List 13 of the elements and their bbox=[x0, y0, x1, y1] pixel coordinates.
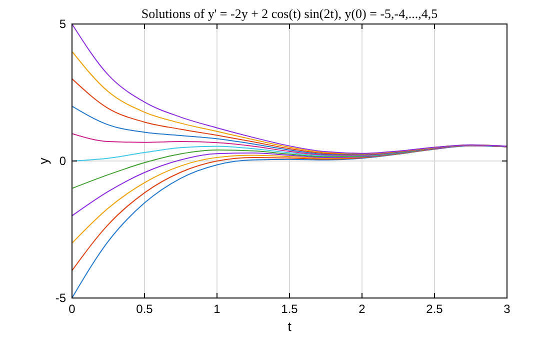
y-axis-title: y bbox=[36, 157, 51, 164]
x-tick-label: 0.5 bbox=[136, 302, 154, 316]
x-tick-label: 1 bbox=[214, 302, 221, 316]
x-tick-label: 3 bbox=[504, 302, 511, 316]
x-tick-label: 1.5 bbox=[281, 302, 298, 316]
x-tick-label: 2.5 bbox=[426, 302, 444, 316]
x-tick-label: 0 bbox=[68, 302, 76, 316]
x-tick-label: 2 bbox=[358, 302, 366, 316]
y-tick-label: 5 bbox=[59, 17, 66, 31]
chart-title: Solutions of y' = -2y + 2 cos(t) sin(2t), y(0) = -5,-4,...,4,5 bbox=[141, 6, 438, 21]
y-tick-label: -5 bbox=[55, 291, 66, 305]
y-tick-label: 0 bbox=[59, 154, 66, 168]
x-axis-title: t bbox=[288, 319, 292, 334]
